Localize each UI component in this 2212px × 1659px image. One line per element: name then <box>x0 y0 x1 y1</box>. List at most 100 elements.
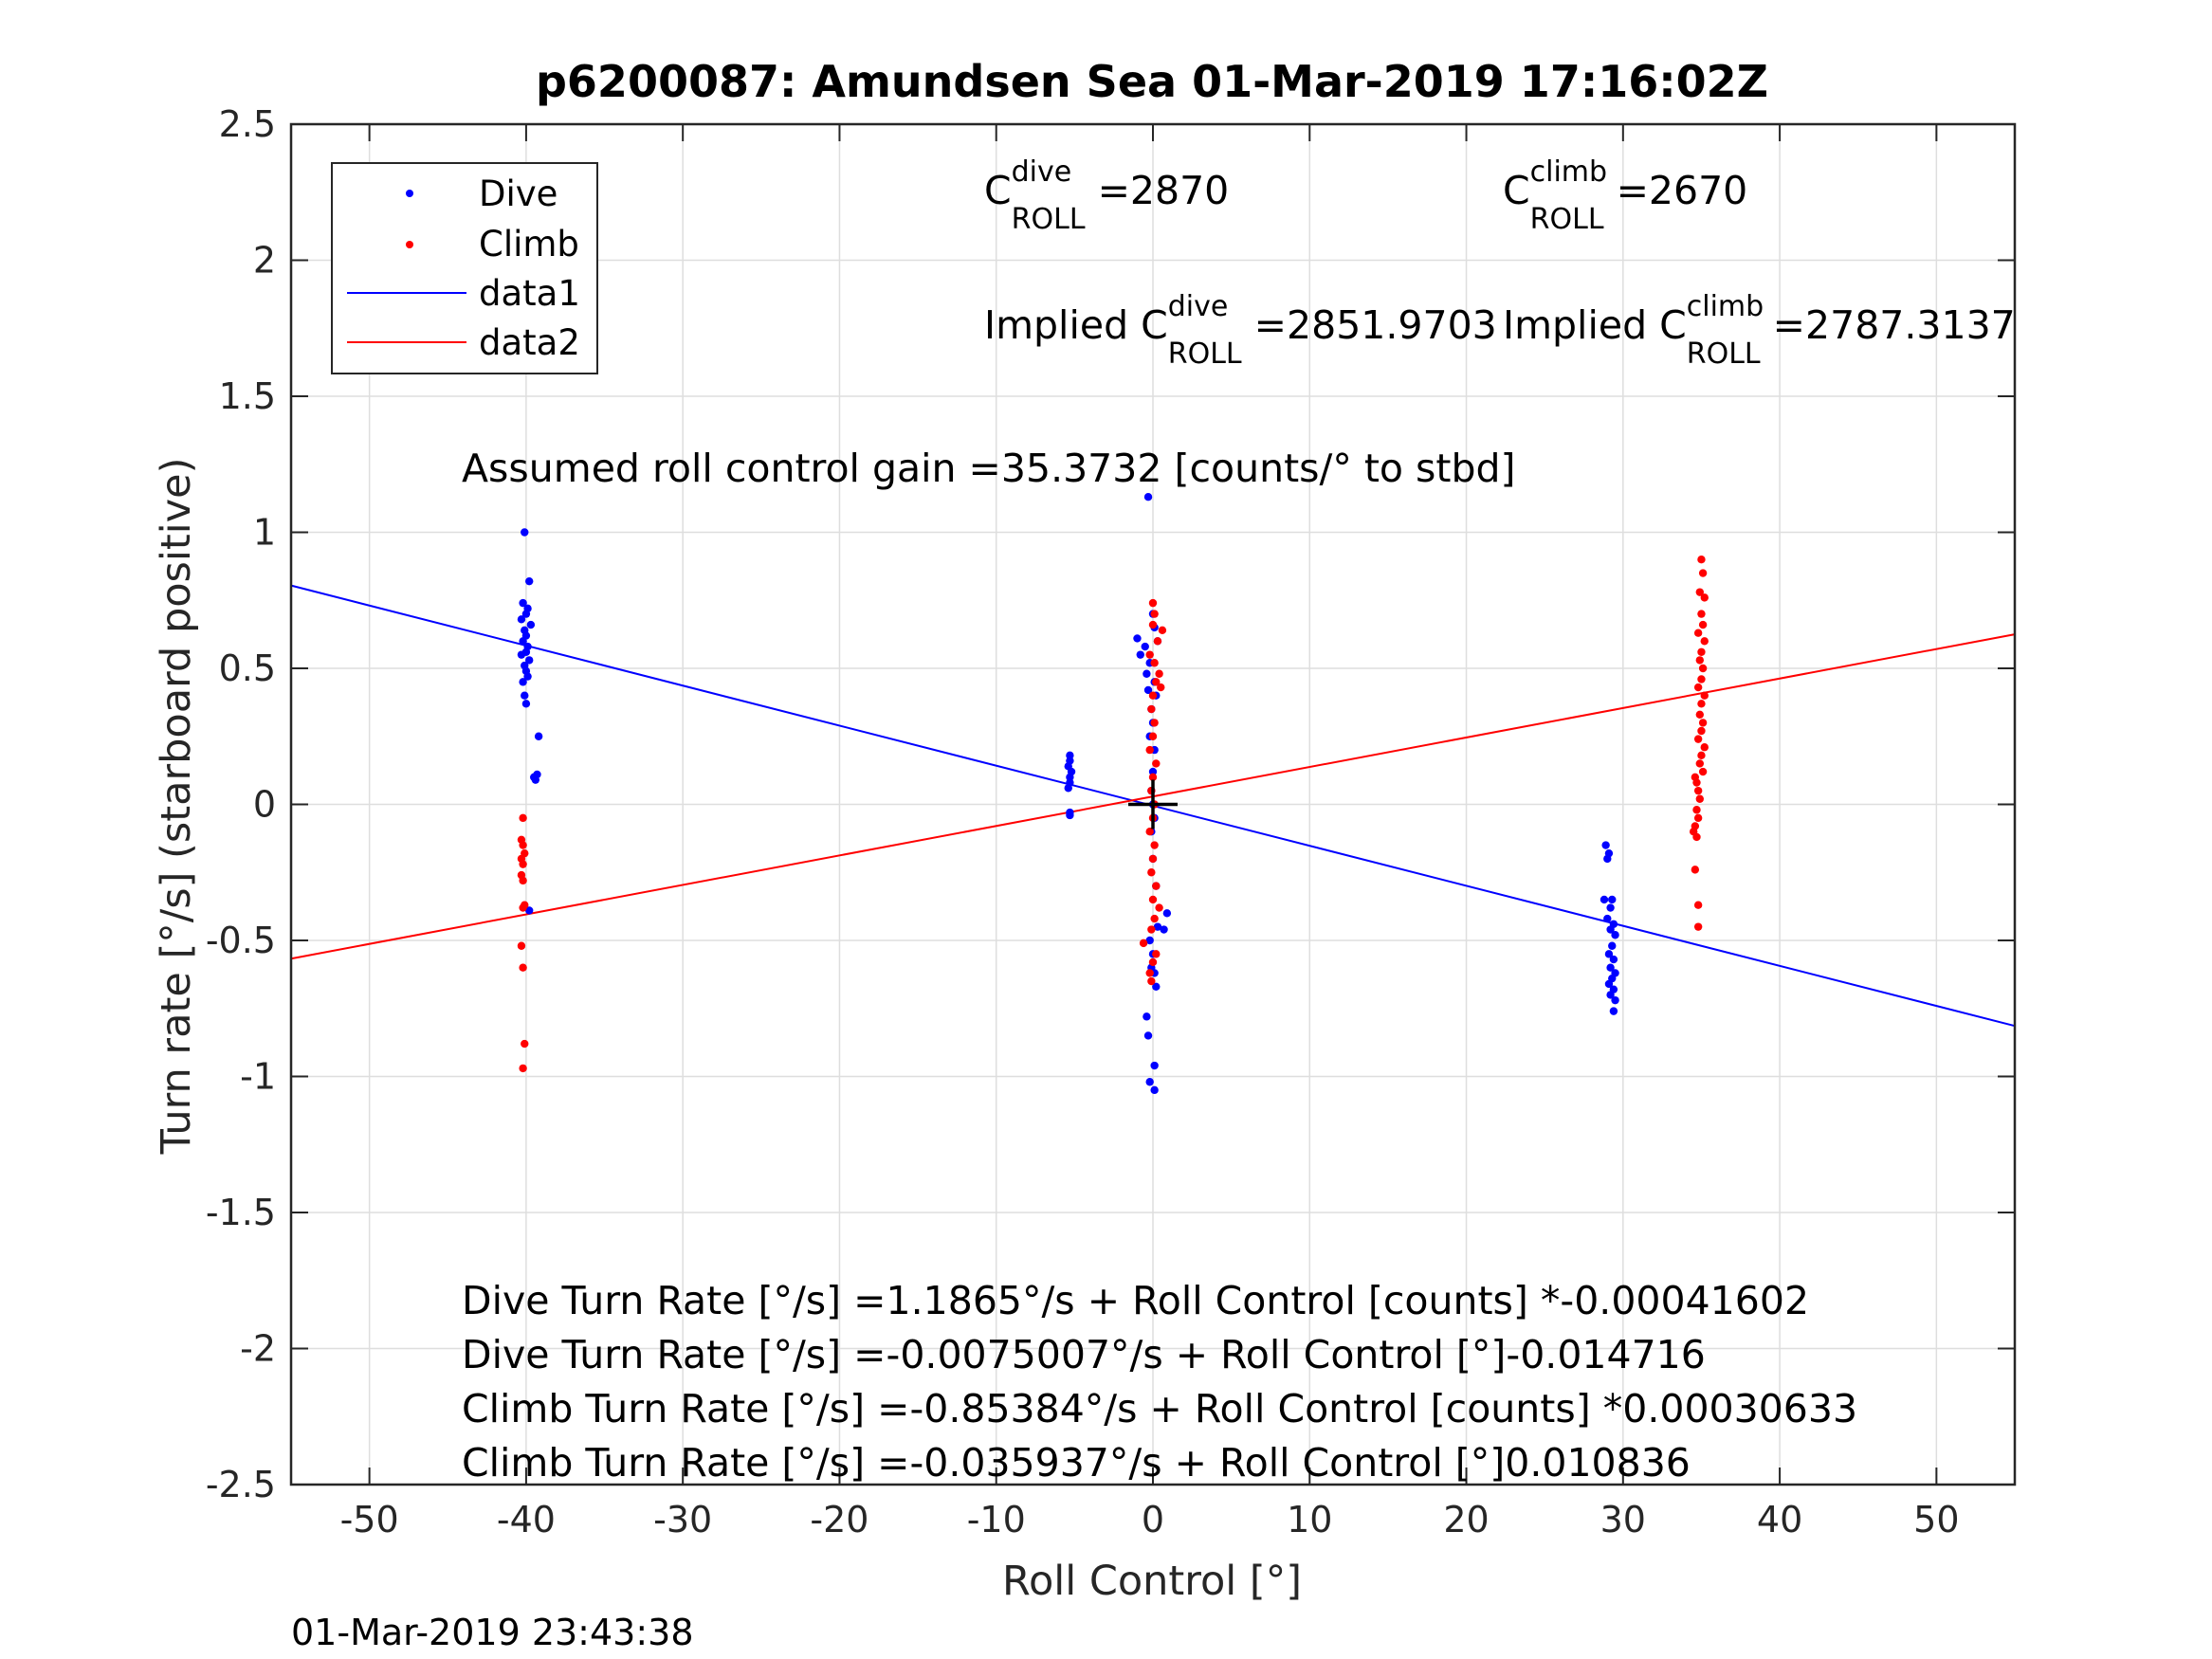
dive-point <box>526 620 536 629</box>
dive-point <box>1609 1007 1618 1015</box>
legend-climb-marker <box>406 241 413 248</box>
climb-point <box>1700 691 1709 700</box>
dive-point <box>1160 925 1168 934</box>
annotation-implied-dive: Implied Cdive ROLL =2851.9703 <box>984 290 1497 371</box>
x-tick-label: 10 <box>1287 1499 1332 1540</box>
climb-point <box>1147 868 1156 877</box>
dive-point <box>525 906 534 915</box>
climb-point <box>1693 901 1703 909</box>
climb-point <box>1697 610 1706 618</box>
dive-point <box>1603 854 1612 864</box>
dive-point <box>1148 767 1158 776</box>
dive-point <box>1133 634 1142 643</box>
climb-point <box>1145 828 1154 836</box>
axis-ticks <box>291 123 2015 1486</box>
dive-point <box>1141 642 1149 651</box>
legend-dive-label: Dive <box>479 173 558 214</box>
dive-point <box>1066 811 1074 820</box>
climb-point <box>519 1064 527 1073</box>
climb-point <box>1152 882 1161 890</box>
climb-point <box>1148 957 1158 967</box>
dive-point <box>1150 1061 1159 1070</box>
climb-point <box>1147 704 1156 714</box>
y-tick-label: 2.5 <box>219 103 276 145</box>
dive-point <box>517 615 526 624</box>
dive-point <box>523 672 532 681</box>
climb-point <box>1150 659 1159 667</box>
dive-point <box>1143 685 1153 695</box>
dive-point <box>1143 492 1153 501</box>
y-axis-label: Turn rate [°/s] (starboard positive) <box>153 458 200 1156</box>
annotation-eq1: Dive Turn Rate [°/s] =1.1865°/s + Roll C… <box>462 1278 1809 1323</box>
annotation-c-dive: Cdive ROLL =2870 <box>984 155 1229 236</box>
x-tick-label: 30 <box>1600 1499 1646 1540</box>
climb-point <box>1152 950 1161 958</box>
dive-point <box>1143 1012 1151 1021</box>
climb-point <box>521 1039 529 1048</box>
dive-point <box>519 598 527 608</box>
x-tick-label: 0 <box>1142 1499 1164 1540</box>
chart-title: p6200087: Amundsen Sea 01-Mar-2019 17:16… <box>536 56 1768 107</box>
legend: Dive Climb data1 data2 <box>331 162 598 374</box>
climb-point <box>1147 925 1156 934</box>
dive-point <box>1143 669 1151 678</box>
dive-point <box>1603 914 1612 923</box>
x-tick-label: 50 <box>1913 1499 1959 1540</box>
climb-point <box>1697 675 1706 684</box>
y-tick-label: -1 <box>240 1056 276 1098</box>
climb-point <box>1150 914 1159 923</box>
climb-point <box>1148 598 1158 608</box>
dive-point <box>1611 995 1619 1005</box>
y-tick-label: -2 <box>240 1328 276 1370</box>
x-tick-label: 40 <box>1757 1499 1802 1540</box>
dive-point <box>519 637 527 646</box>
dive-point <box>1145 1078 1154 1086</box>
climb-point <box>1693 683 1703 692</box>
climb-point <box>1150 841 1159 849</box>
climb-point <box>1698 569 1708 577</box>
climb-point <box>1695 656 1705 665</box>
climb-point <box>1695 710 1705 719</box>
dive-point <box>1608 895 1617 904</box>
climb-point <box>1148 691 1158 700</box>
climb-point <box>1147 976 1156 986</box>
climb-point <box>1697 647 1706 656</box>
climb-point <box>519 963 527 972</box>
climb-point <box>1158 626 1167 635</box>
print-timestamp: 01-Mar-2019 23:43:38 <box>291 1612 694 1653</box>
climb-point <box>1148 854 1158 864</box>
climb-point <box>1139 939 1148 948</box>
climb-point <box>1697 726 1706 736</box>
dive-point <box>1608 941 1617 950</box>
dive-point <box>1606 925 1615 934</box>
y-tick-label: -1.5 <box>206 1192 276 1233</box>
climb-point <box>1693 735 1703 743</box>
dive-point <box>1136 650 1144 659</box>
climb-point <box>1691 866 1700 874</box>
x-tick-label: -10 <box>967 1499 1026 1540</box>
dive-point <box>1064 784 1072 793</box>
climb-point <box>1148 620 1158 629</box>
climb-point <box>1698 620 1708 629</box>
annotation-gain: Assumed roll control gain =35.3732 [coun… <box>462 446 1516 491</box>
dive-point <box>531 775 540 784</box>
climb-point <box>1150 610 1159 618</box>
x-tick-label: -30 <box>653 1499 712 1540</box>
climb-point <box>1155 903 1163 912</box>
dive-point <box>1609 955 1618 964</box>
climb-point <box>1692 806 1701 814</box>
climb-point <box>1698 719 1708 727</box>
origin-marker <box>1128 779 1178 830</box>
climb-point <box>1148 773 1158 781</box>
climb-point <box>519 876 527 885</box>
climb-point <box>1692 832 1701 842</box>
y-tick-label: 0 <box>253 784 276 826</box>
climb-point <box>519 841 527 849</box>
legend-dive-marker <box>406 190 413 197</box>
legend-data2-label: data2 <box>479 322 580 363</box>
dive-point <box>1601 841 1610 849</box>
climb-point <box>1697 751 1706 760</box>
x-axis-label: Roll Control [°] <box>1002 1558 1302 1605</box>
